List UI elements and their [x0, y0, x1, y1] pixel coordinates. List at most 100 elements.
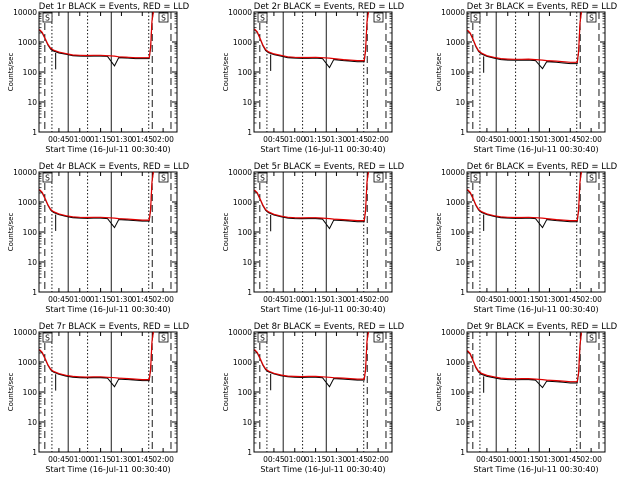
x-tick-label: 02:00 [367, 135, 389, 144]
x-tick-label: 01:00 [284, 135, 306, 144]
saa-marker-label: S [161, 334, 166, 343]
y-tick-label: 100 [238, 68, 253, 77]
saa-marker-box [42, 172, 53, 183]
x-tick-label: 01:15 [90, 295, 112, 304]
x-tick-label: 01:45 [346, 135, 368, 144]
y-tick-label: 1000 [446, 38, 465, 47]
x-tick-label: 01:30 [326, 295, 348, 304]
y-tick-label: 10 [242, 418, 252, 427]
chart-panel-5: Det 5r BLACK = Events, RED = LLD 1 10 100 10… [222, 162, 405, 314]
x-tick-label: 00:45 [476, 135, 498, 144]
x-tick-label: 01:15 [518, 135, 540, 144]
x-tick-label: 01:30 [539, 455, 561, 464]
chart-title: Det 6r BLACK = Events, RED = LLD [467, 162, 618, 172]
x-tick-label: 01:15 [90, 135, 112, 144]
chart-panel-6: Det 6r BLACK = Events, RED = LLD 1 10 100 10… [435, 162, 618, 314]
saa-marker-label: S [376, 334, 381, 343]
y-tick-label: 10000 [13, 168, 37, 177]
plot-frame [38, 171, 178, 293]
y-tick-label: 10000 [13, 8, 37, 17]
x-tick-label: 02:00 [367, 455, 389, 464]
y-tick-label: 100 [23, 228, 38, 237]
lld-series-line [467, 11, 582, 63]
chart-panel-4: Det 4r BLACK = Events, RED = LLD 1 10 100 10… [7, 162, 190, 314]
y-tick-label: 1000 [446, 358, 465, 367]
x-tick-label: 01:30 [326, 135, 348, 144]
y-tick-label: 1000 [18, 38, 37, 47]
saa-marker-label: S [376, 14, 381, 23]
x-tick-label: 01:15 [518, 295, 540, 304]
x-tick-label: 02:00 [152, 135, 174, 144]
x-tick-label: 00:45 [263, 135, 285, 144]
x-axis-label: Start Time (16-Jul-11 00:30:40) [45, 145, 170, 154]
y-tick-label: 1000 [233, 198, 252, 207]
plot-frame [253, 331, 393, 453]
y-tick-label: 1 [32, 448, 37, 457]
saa-marker-label: S [589, 334, 594, 343]
x-tick-label: 00:45 [48, 455, 70, 464]
x-tick-label: 01:15 [305, 455, 327, 464]
saa-marker-box [158, 12, 169, 23]
chart-title: Det 8r BLACK = Events, RED = LLD [254, 322, 405, 332]
saa-marker-label: S [45, 174, 50, 183]
y-tick-label: 1 [460, 288, 465, 297]
x-tick-label: 01:15 [518, 455, 540, 464]
saa-marker-label: S [260, 334, 265, 343]
y-tick-label: 10 [455, 258, 465, 267]
saa-marker-box [42, 332, 53, 343]
x-tick-label: 01:00 [69, 135, 91, 144]
chart-title: Det 1r BLACK = Events, RED = LLD [39, 2, 190, 12]
plot-frame [466, 11, 606, 133]
x-tick-label: 01:00 [497, 455, 519, 464]
saa-marker-box [373, 332, 384, 343]
x-tick-label: 01:30 [111, 295, 133, 304]
x-tick-label: 01:30 [326, 455, 348, 464]
saa-marker-label: S [589, 14, 594, 23]
plot-frame [466, 331, 606, 453]
plot-frame [253, 11, 393, 133]
x-tick-label: 01:45 [559, 455, 581, 464]
y-axis-label: Counts/sec [222, 213, 230, 252]
saa-marker-label: S [45, 14, 50, 23]
y-tick-label: 10 [455, 98, 465, 107]
x-tick-label: 01:00 [69, 455, 91, 464]
y-tick-label: 10 [27, 258, 37, 267]
lld-series-line [39, 11, 154, 59]
x-tick-label: 02:00 [580, 455, 602, 464]
y-tick-label: 1000 [233, 358, 252, 367]
y-tick-label: 1 [32, 288, 37, 297]
y-tick-label: 10 [455, 418, 465, 427]
plot-frame [253, 171, 393, 293]
x-tick-label: 02:00 [152, 455, 174, 464]
y-axis-label: Counts/sec [7, 373, 15, 412]
x-tick-label: 01:15 [90, 455, 112, 464]
events-series-line [467, 333, 582, 389]
y-tick-label: 10000 [228, 8, 252, 17]
lld-series-line [467, 332, 582, 383]
y-tick-label: 1 [460, 128, 465, 137]
y-tick-label: 100 [451, 68, 466, 77]
chart-panel-8: Det 8r BLACK = Events, RED = LLD 1 10 100 10… [222, 322, 405, 474]
x-tick-label: 01:00 [497, 135, 519, 144]
plot-frame [466, 171, 606, 293]
saa-marker-box [257, 172, 268, 183]
y-tick-label: 1000 [446, 198, 465, 207]
events-series-line [254, 11, 369, 69]
y-tick-label: 1000 [18, 358, 37, 367]
y-tick-label: 1 [247, 128, 252, 137]
x-tick-label: 01:00 [497, 295, 519, 304]
saa-marker-box [586, 172, 597, 183]
x-tick-label: 01:00 [284, 295, 306, 304]
x-tick-label: 01:45 [131, 455, 153, 464]
y-tick-label: 100 [23, 388, 38, 397]
y-axis-label: Counts/sec [7, 53, 15, 92]
saa-marker-box [470, 12, 481, 23]
y-tick-label: 10000 [441, 168, 465, 177]
saa-marker-label: S [589, 174, 594, 183]
y-tick-label: 100 [451, 228, 466, 237]
x-tick-label: 02:00 [152, 295, 174, 304]
x-tick-label: 00:45 [263, 455, 285, 464]
x-tick-label: 01:45 [346, 295, 368, 304]
y-axis-label: Counts/sec [435, 53, 443, 92]
events-series-line [467, 171, 582, 229]
